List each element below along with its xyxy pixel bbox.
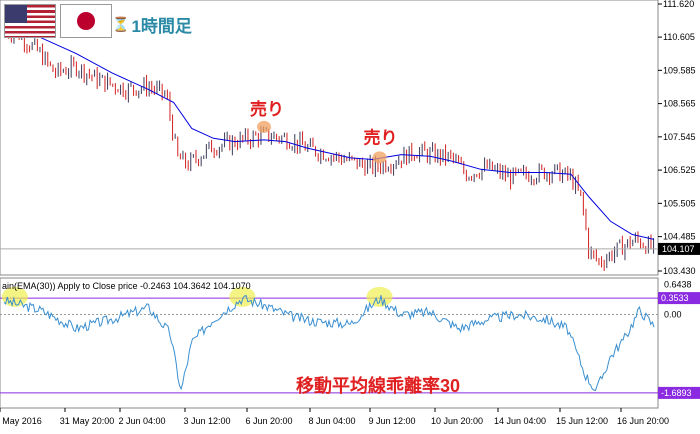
sell-label-1: 売り — [250, 99, 284, 119]
ema-line — [3, 27, 655, 240]
jp-flag-icon — [60, 4, 112, 38]
time-axis: May 2016 31 May 20:00 2 Jun 04:00 3 Jun 12:… — [0, 408, 669, 426]
price-label: 104.485 — [663, 232, 696, 242]
peak-highlight — [366, 286, 393, 307]
indicator-panel[interactable] — [0, 277, 659, 409]
sell-marker — [257, 120, 271, 133]
price-axis: 111.620 110.605 109.585 108.565 107.545 106.5… — [658, 0, 700, 276]
indicator-axis-label: 0.00 — [664, 309, 682, 319]
indicator-level-box — [658, 386, 700, 399]
us-flag-icon — [4, 4, 56, 38]
price-label: 107.545 — [663, 132, 696, 142]
time-label: 9 Jun 12:00 — [368, 416, 415, 426]
currency-flags — [4, 4, 112, 38]
time-label: 2 Jun 04:00 — [118, 416, 165, 426]
time-label: 15 Jun 12:00 — [556, 416, 608, 426]
indicator-axis-label: 0.3533 — [661, 293, 689, 303]
price-label: 109.585 — [663, 65, 696, 75]
timeframe-text: 1時間足 — [131, 17, 192, 36]
sell-label-2: 売り — [364, 127, 398, 147]
timeframe-label: ⏳ 1時間足 — [112, 12, 192, 37]
indicator-axis-label: 0.6438 — [664, 280, 692, 290]
time-label: 3 Jun 12:00 — [183, 416, 230, 426]
indicator-axis: 0.6438 0.3533 0.00 -1.6893 — [658, 280, 700, 399]
sell-marker — [372, 151, 387, 164]
price-label: 110.605 — [663, 32, 695, 42]
indicator-watermark: 移動平均線乖離率30 — [296, 375, 460, 396]
time-label: May 2016 — [2, 416, 42, 426]
price-panel[interactable] — [0, 0, 659, 276]
time-label: 16 Jun 20:00 — [617, 416, 669, 426]
time-label: 14 Jun 04:00 — [494, 416, 546, 426]
current-price-box — [658, 242, 700, 255]
time-label: 8 Jun 04:00 — [308, 416, 355, 426]
price-label: 106.525 — [663, 165, 696, 175]
indicator-line — [3, 294, 655, 392]
hourglass-icon: ⏳ — [112, 16, 130, 32]
time-label: 10 Jun 20:00 — [431, 416, 483, 426]
time-label: 31 May 20:00 — [60, 416, 115, 426]
current-price-label: 104.107 — [662, 244, 695, 254]
indicator-level-box — [658, 292, 700, 305]
time-label: 6 Jun 20:00 — [245, 416, 292, 426]
price-label: 108.565 — [663, 99, 696, 109]
price-label: 105.505 — [663, 198, 696, 208]
indicator-title: ain(EMA(30)) Apply to Close price -0.246… — [2, 281, 251, 291]
price-label: 103.430 — [663, 266, 696, 276]
indicator-axis-label: -1.6893 — [661, 388, 692, 398]
price-label: 111.620 — [663, 0, 694, 9]
